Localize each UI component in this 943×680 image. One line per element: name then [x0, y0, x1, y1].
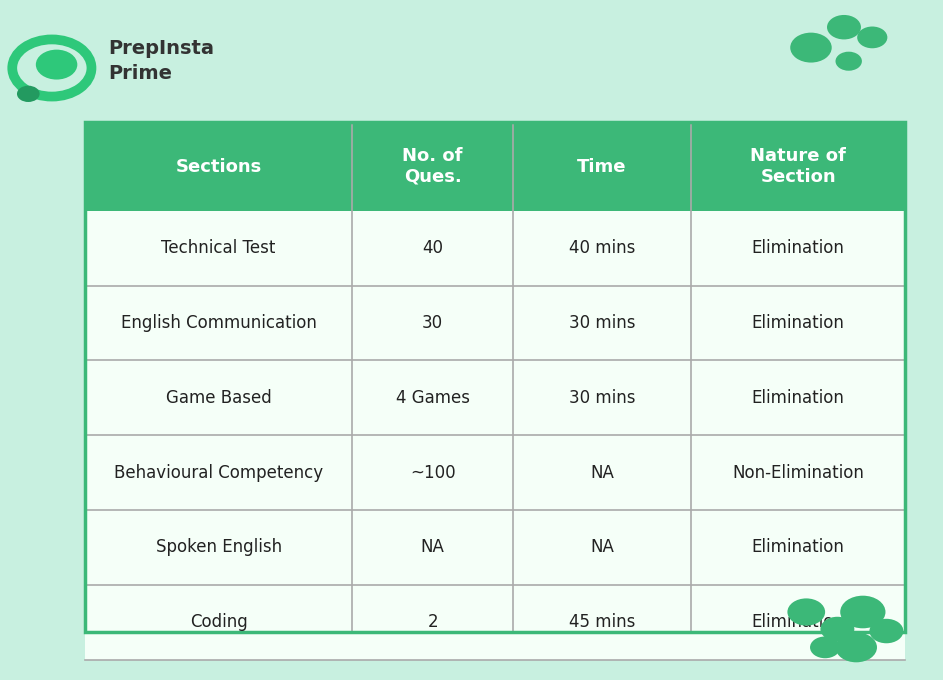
Text: ~100: ~100: [410, 464, 455, 481]
Circle shape: [835, 52, 862, 71]
Text: Game Based: Game Based: [166, 389, 272, 407]
Text: 45 mins: 45 mins: [569, 613, 636, 631]
Text: 2: 2: [427, 613, 438, 631]
Text: NA: NA: [421, 539, 444, 556]
Text: Coding: Coding: [190, 613, 247, 631]
Text: Nature of
Section: Nature of Section: [751, 147, 846, 186]
Text: Elimination: Elimination: [752, 389, 845, 407]
Text: NA: NA: [590, 539, 614, 556]
Text: English Communication: English Communication: [121, 314, 317, 332]
Text: No. of
Ques.: No. of Ques.: [403, 147, 463, 186]
Text: Elimination: Elimination: [752, 314, 845, 332]
Bar: [85, 435, 905, 510]
Text: 40: 40: [422, 239, 443, 257]
Bar: [85, 360, 905, 435]
Circle shape: [790, 33, 832, 63]
Text: 30 mins: 30 mins: [569, 389, 636, 407]
Text: NA: NA: [590, 464, 614, 481]
Text: Sections: Sections: [175, 158, 262, 175]
Bar: [85, 211, 905, 286]
Text: Non-Elimination: Non-Elimination: [733, 464, 864, 481]
Text: Time: Time: [577, 158, 627, 175]
Circle shape: [787, 598, 825, 626]
Circle shape: [835, 632, 877, 662]
Text: Behavioural Competency: Behavioural Competency: [114, 464, 323, 481]
Text: Elimination: Elimination: [752, 239, 845, 257]
Bar: [85, 585, 905, 660]
Circle shape: [36, 50, 77, 80]
Circle shape: [840, 596, 885, 628]
Text: Elimination: Elimination: [752, 539, 845, 556]
Bar: [85, 122, 905, 632]
FancyBboxPatch shape: [85, 122, 905, 211]
Text: 30: 30: [422, 314, 443, 332]
Text: Technical Test: Technical Test: [161, 239, 275, 257]
Text: 30 mins: 30 mins: [569, 314, 636, 332]
Circle shape: [17, 86, 40, 102]
Circle shape: [810, 636, 840, 658]
Text: Spoken English: Spoken English: [156, 539, 282, 556]
Circle shape: [827, 15, 861, 39]
Circle shape: [857, 27, 887, 48]
Bar: [85, 510, 905, 585]
Text: PrepInsta
Prime: PrepInsta Prime: [108, 39, 214, 83]
Text: Elimination: Elimination: [752, 613, 845, 631]
Text: 4 Games: 4 Games: [396, 389, 470, 407]
Text: 40 mins: 40 mins: [569, 239, 636, 257]
Bar: [85, 286, 905, 360]
Circle shape: [869, 619, 903, 643]
Circle shape: [820, 617, 854, 641]
